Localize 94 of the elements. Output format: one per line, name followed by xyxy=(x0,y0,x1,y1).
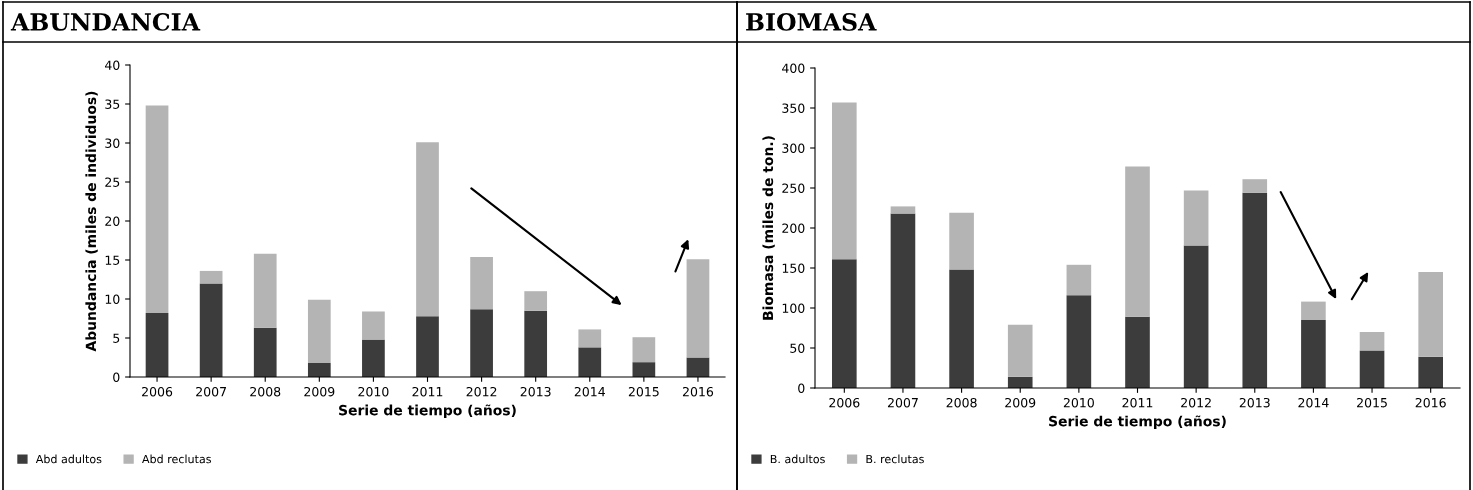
x-tick-label: 2013 xyxy=(520,386,551,397)
x-axis-title: Serie de tiempo (años) xyxy=(339,404,516,419)
bar xyxy=(1066,264,1092,296)
bar xyxy=(1125,166,1150,317)
y-axis-title: Biomasa (miles de ton.) xyxy=(762,136,775,320)
x-tick-label: 2006 xyxy=(829,397,860,408)
y-tick-label: 10 xyxy=(105,294,120,304)
bar xyxy=(199,270,223,284)
bar xyxy=(1418,272,1443,357)
bar xyxy=(1301,320,1326,388)
bar xyxy=(145,105,169,314)
bar xyxy=(1183,245,1209,388)
bar xyxy=(949,269,974,388)
y-tick-label: 200 xyxy=(782,223,805,233)
bar xyxy=(145,313,169,377)
y-tick-label: 0 xyxy=(113,372,120,382)
y-tick-label: 35 xyxy=(105,99,120,109)
x-tick-label: 2009 xyxy=(304,386,335,397)
y-tick-label: 40 xyxy=(104,60,120,70)
bar xyxy=(949,212,974,270)
bar xyxy=(832,102,857,260)
bar xyxy=(1418,356,1443,388)
bar xyxy=(362,311,385,340)
chart-title: ABUNDANCIA xyxy=(10,12,201,31)
x-tick-label: 2007 xyxy=(887,397,918,408)
bar xyxy=(890,206,916,214)
x-tick-label: 2014 xyxy=(1298,397,1329,408)
x-tick-label: 2016 xyxy=(682,386,714,397)
y-tick-label: 15 xyxy=(105,255,120,265)
y-tick-label: 300 xyxy=(782,143,805,153)
bar xyxy=(1301,301,1326,320)
bar xyxy=(578,347,602,377)
bar xyxy=(416,316,439,377)
bar xyxy=(307,362,331,377)
legend-label: Abd reclutas xyxy=(142,454,211,464)
x-tick-label: 2011 xyxy=(1122,397,1153,408)
y-tick-label: 400 xyxy=(782,63,805,73)
x-tick-label: 2013 xyxy=(1239,397,1270,408)
x-tick-label: 2010 xyxy=(1063,397,1094,408)
bar xyxy=(832,259,857,388)
bar xyxy=(1359,332,1385,351)
bar xyxy=(686,357,710,377)
x-tick-label: 2007 xyxy=(196,386,226,397)
legend-label: B. reclutas xyxy=(866,454,924,464)
bar xyxy=(1007,324,1033,377)
x-tick-label: 2006 xyxy=(142,386,173,397)
bar xyxy=(578,329,602,348)
y-tick-label: 30 xyxy=(105,138,120,148)
x-tick-label: 2008 xyxy=(946,397,977,408)
bar xyxy=(1125,316,1150,388)
y-tick-label: 150 xyxy=(782,263,805,273)
bar xyxy=(1359,350,1385,388)
y-tick-label: 350 xyxy=(782,103,805,113)
x-tick-label: 2011 xyxy=(412,386,443,397)
x-tick-label: 2012 xyxy=(1181,397,1211,408)
y-tick-label: 100 xyxy=(782,303,805,313)
x-tick-label: 2015 xyxy=(628,386,659,397)
bar xyxy=(1242,179,1268,193)
bar xyxy=(416,142,439,317)
y-tick-label: 250 xyxy=(782,183,805,193)
x-tick-label: 2014 xyxy=(574,386,605,397)
bar xyxy=(524,291,548,311)
bar xyxy=(253,327,277,377)
chart-title: BIOMASA xyxy=(746,12,877,31)
y-tick-label: 25 xyxy=(105,177,120,187)
y-tick-label: 50 xyxy=(790,343,805,353)
y-tick-label: 5 xyxy=(113,333,120,343)
bar xyxy=(890,213,916,388)
bar xyxy=(686,259,710,358)
bar xyxy=(307,299,331,363)
x-tick-label: 2012 xyxy=(466,386,497,397)
bar xyxy=(1007,376,1033,388)
y-tick-label: 20 xyxy=(105,216,120,226)
bar xyxy=(632,362,656,377)
bar xyxy=(524,310,548,377)
x-axis-title: Serie de tiempo (años) xyxy=(1049,415,1226,430)
y-axis-title: Abundancia (miles de individuos) xyxy=(85,91,98,352)
legend-label: Abd adultos xyxy=(35,454,102,464)
x-tick-label: 2016 xyxy=(1415,397,1446,408)
x-tick-label: 2009 xyxy=(1005,397,1036,408)
bar xyxy=(1066,295,1092,388)
bar xyxy=(632,337,656,363)
bar xyxy=(1242,192,1268,388)
x-tick-label: 2008 xyxy=(250,386,281,397)
x-tick-label: 2015 xyxy=(1357,397,1387,408)
bar xyxy=(199,283,223,377)
bar xyxy=(253,253,277,328)
bar xyxy=(470,309,493,377)
bar xyxy=(1183,190,1209,246)
bar xyxy=(470,256,493,310)
legend-label: B. adultos xyxy=(770,454,825,464)
x-tick-label: 2010 xyxy=(358,386,389,397)
y-tick-label: 0 xyxy=(798,383,805,393)
bar xyxy=(362,339,385,377)
